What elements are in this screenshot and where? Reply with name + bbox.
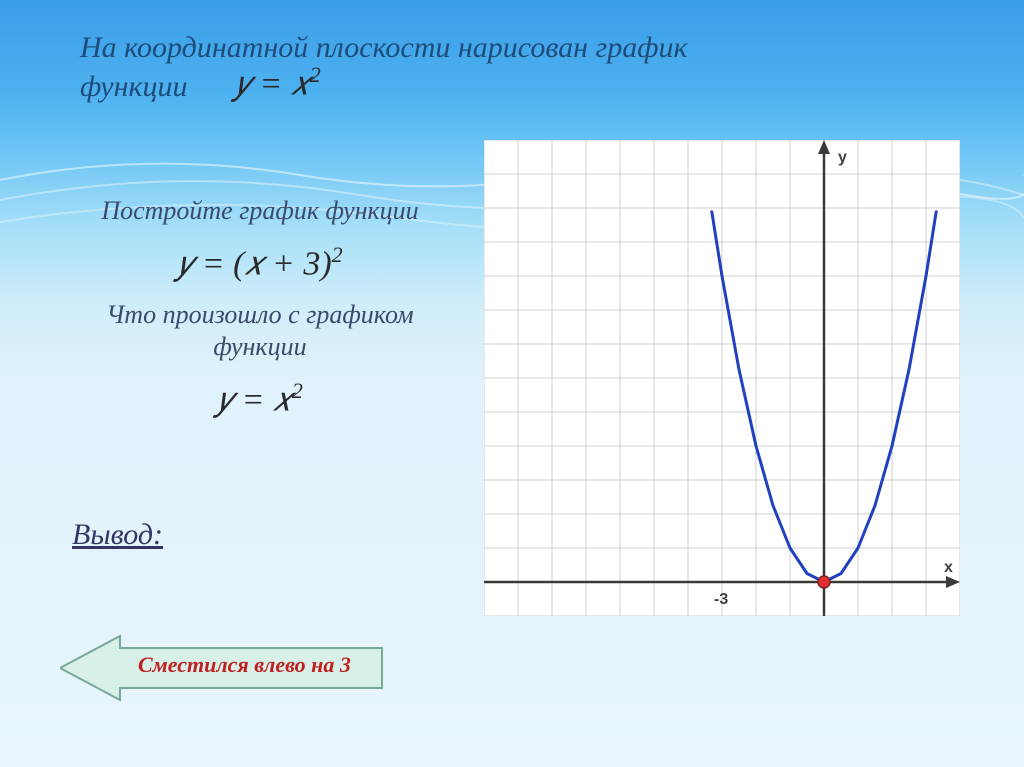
svg-text:х: х	[944, 559, 953, 576]
build-graph-text: Постройте график функции	[70, 195, 450, 228]
svg-text:-3: -3	[714, 591, 728, 608]
formula-title: 𝑦 = 𝑥2	[235, 62, 321, 103]
arrow-text: Сместился влево на 3	[138, 652, 351, 678]
formula-2: 𝑦 = (𝑥 + 3)2	[70, 242, 450, 283]
parabola-chart: у х -3	[484, 140, 960, 616]
formula-3: 𝑦 = 𝑥2	[70, 378, 450, 419]
left-text-block: Постройте график функции 𝑦 = (𝑥 + 3)2 Чт…	[70, 195, 450, 435]
arrow-shape: Сместился влево на 3	[60, 634, 390, 702]
title-line-2: функции	[80, 67, 964, 106]
title-line-1: На координатной плоскости нарисован граф…	[80, 28, 964, 67]
page-title: На координатной плоскости нарисован граф…	[80, 28, 964, 106]
conclusion-label: Вывод:	[72, 518, 163, 552]
svg-text:у: у	[838, 149, 847, 166]
question-text: Что произошло с графиком функции	[70, 299, 450, 364]
